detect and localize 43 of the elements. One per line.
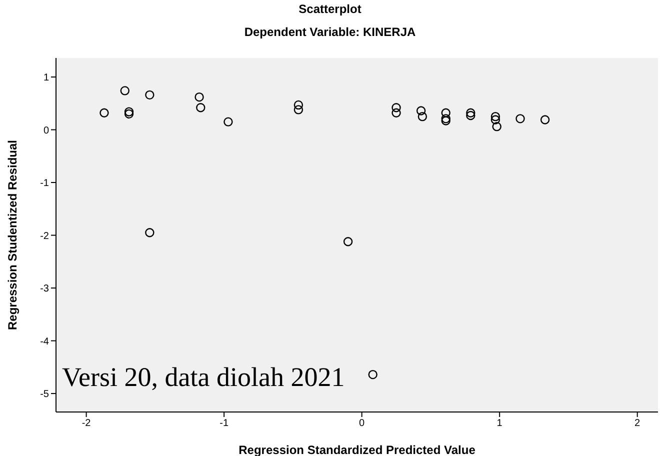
point [194, 92, 204, 102]
y-tick-label: -5 [40, 389, 50, 400]
y-tick-label: 0 [43, 125, 50, 136]
y-tick-label: -2 [40, 230, 50, 242]
point [418, 112, 428, 122]
point [441, 108, 450, 118]
y-tick-label: 1 [43, 72, 50, 84]
point [540, 115, 550, 124]
point [294, 105, 304, 114]
point [392, 102, 401, 112]
annotation: Versi 20, data diolah 2021 [62, 362, 345, 393]
x-tick-label: 1 [496, 418, 503, 430]
x-tick-label: 2 [634, 418, 641, 430]
point [368, 370, 378, 380]
point [466, 108, 476, 118]
y-tick-label: -1 [40, 178, 50, 190]
y-axis-title: Regression Studentized Residual [5, 140, 20, 330]
y-tick-label: -3 [40, 284, 50, 295]
point [100, 108, 109, 118]
point [343, 236, 353, 246]
point [392, 108, 401, 118]
point [120, 86, 130, 96]
x-tick-label: -1 [220, 418, 229, 430]
chart-title: Scatterplot [298, 2, 362, 16]
x-tick-label: -2 [82, 418, 92, 430]
point [124, 109, 134, 119]
point [490, 112, 500, 122]
point [224, 117, 233, 126]
point [441, 114, 450, 124]
point [124, 107, 134, 116]
chart-subtitle: Dependent Variable: KINERJA [243, 25, 417, 39]
x-tick-label: 0 [359, 418, 366, 430]
point [145, 228, 154, 238]
point [516, 114, 525, 124]
point [145, 90, 154, 100]
point [196, 102, 206, 112]
point [492, 122, 502, 132]
point [466, 110, 476, 120]
point [416, 106, 426, 116]
point [441, 116, 450, 126]
point [294, 100, 304, 110]
y-tick-label: -4 [40, 336, 50, 348]
point [490, 115, 500, 124]
